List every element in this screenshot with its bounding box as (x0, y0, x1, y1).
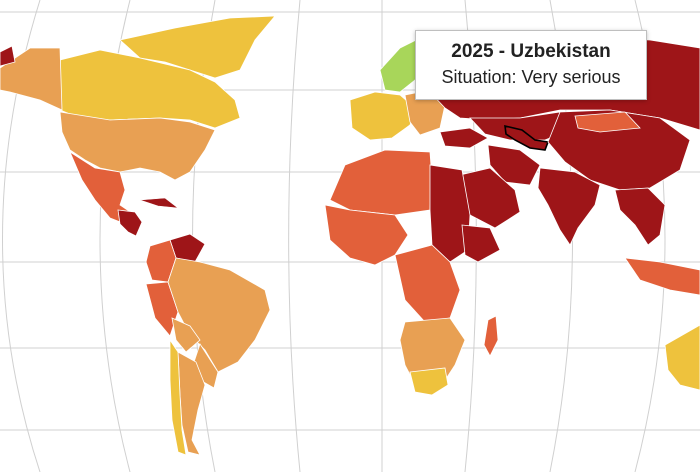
country-western-europe[interactable] (349, 91, 416, 141)
tooltip-title: 2025 - Uzbekistan (451, 41, 611, 62)
map-tooltip: 2025 - Uzbekistan Situation: Very seriou… (415, 30, 647, 100)
country-bolivia[interactable] (171, 317, 201, 353)
country-russia-east-edge[interactable] (0, 45, 16, 67)
country-east-africa[interactable] (461, 224, 501, 263)
country-china[interactable] (547, 109, 691, 191)
country-south-africa[interactable] (409, 367, 449, 396)
country-cuba[interactable] (139, 197, 180, 209)
country-turkey[interactable] (439, 127, 489, 149)
country-southeast-asia[interactable] (614, 187, 666, 246)
country-greenland[interactable] (119, 15, 276, 79)
country-egypt-sudan[interactable] (429, 164, 471, 263)
country-central-america[interactable] (117, 209, 143, 237)
country-central-africa[interactable] (394, 244, 461, 323)
country-brazil[interactable] (167, 257, 271, 373)
country-madagascar[interactable] (483, 315, 499, 357)
tooltip-detail: Situation: Very serious (441, 67, 621, 87)
country-indonesia[interactable] (624, 257, 700, 296)
country-united-states[interactable] (59, 111, 216, 181)
country-mongolia[interactable] (574, 111, 641, 133)
country-australia[interactable] (664, 324, 700, 391)
country-iran[interactable] (487, 144, 541, 186)
country-uzbekistan[interactable] (504, 124, 550, 151)
country-alaska[interactable] (0, 47, 63, 111)
country-chile[interactable] (169, 338, 187, 456)
country-india[interactable] (537, 167, 601, 246)
